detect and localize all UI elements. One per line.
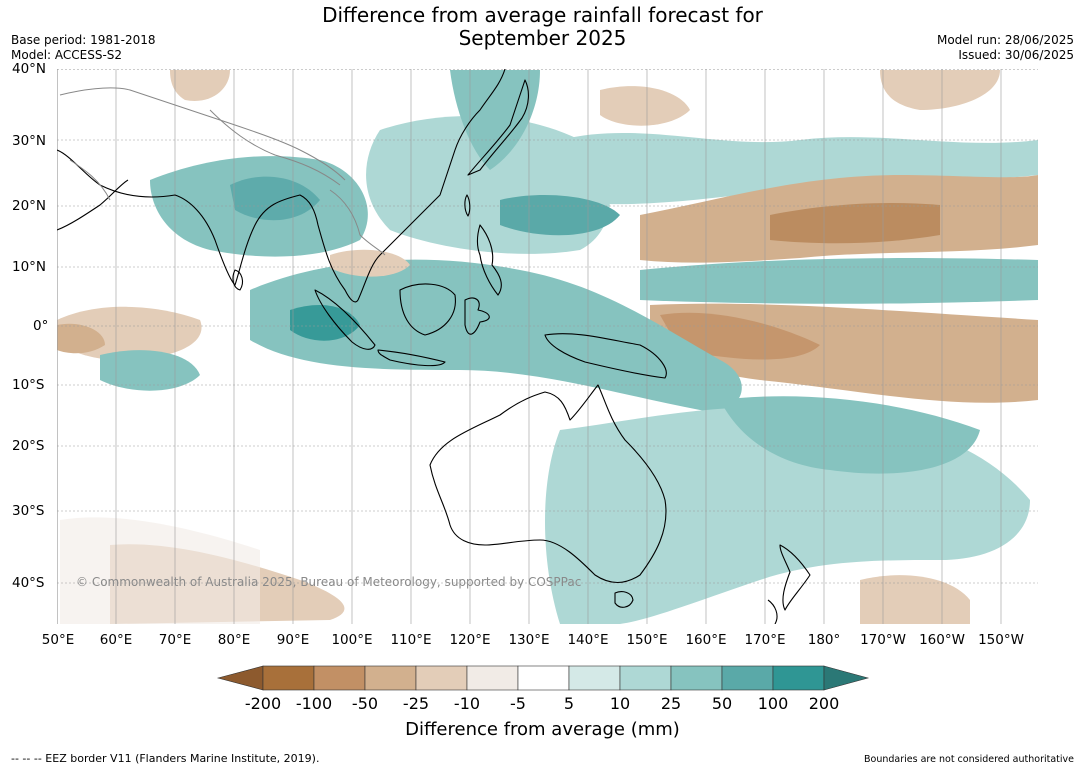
lon-label: 150°E xyxy=(626,632,668,648)
colorbar-tick: -200 xyxy=(244,694,282,713)
colorbar-bin xyxy=(415,665,468,691)
colorbar-bin xyxy=(262,665,315,691)
tasmania-coastline xyxy=(614,591,634,608)
colorbar-bin xyxy=(364,665,417,691)
lon-label: 160°E xyxy=(685,632,727,648)
colorbar-arrow-high xyxy=(823,665,870,691)
model-name: Model: ACCESS-S2 xyxy=(11,48,123,62)
map-gridlines xyxy=(57,69,1038,624)
colorbar-bin xyxy=(670,665,723,691)
colorbar-tick: 200 xyxy=(808,694,840,713)
lon-label: 130°E xyxy=(508,632,550,648)
colorbar-bin xyxy=(466,665,519,691)
new-zealand-coastline xyxy=(767,544,811,624)
colorbar-tick: -50 xyxy=(351,694,379,713)
java-coastline xyxy=(377,349,446,367)
lon-label: 140°E xyxy=(567,632,609,648)
lon-label: 110°E xyxy=(390,632,432,648)
colorbar-bin xyxy=(619,665,672,691)
meta-left: Base period: 1981-2018 Model: ACCESS-S2 xyxy=(11,33,156,63)
lon-label: 120°E xyxy=(449,632,491,648)
lat-label: 30°N xyxy=(12,133,47,149)
title-line-2: September 2025 xyxy=(458,26,627,50)
colorbar-tick: -5 xyxy=(510,694,526,713)
colorbar-bin xyxy=(313,665,366,691)
lat-label: 0° xyxy=(33,318,49,334)
australia-coastline xyxy=(429,384,667,584)
copyright-notice: © Commonwealth of Australia 2025, Bureau… xyxy=(76,575,582,589)
map-title: Difference from average rainfall forecas… xyxy=(0,4,1085,50)
sumatra-coastline xyxy=(314,289,376,350)
model-run: Model run: 28/06/2025 xyxy=(936,33,1074,47)
title-line-1: Difference from average rainfall forecas… xyxy=(322,3,763,27)
philippines-coastline xyxy=(476,224,502,296)
japan-coastline xyxy=(467,79,529,176)
colorbar xyxy=(216,665,870,691)
colorbar-tick: 50 xyxy=(711,694,733,713)
lat-label: 40°N xyxy=(12,61,47,77)
lat-label: 20°N xyxy=(12,198,47,214)
colorbar-bin xyxy=(568,665,621,691)
issued-date: Issued: 30/06/2025 xyxy=(958,48,1074,62)
lon-label: 80°E xyxy=(217,632,251,648)
colorbar-title: Difference from average (mm) xyxy=(405,719,680,740)
lon-label: 170°E xyxy=(744,632,786,648)
colorbar-bin xyxy=(517,665,570,691)
colorbar-tick: -10 xyxy=(453,694,481,713)
sulawesi-coastline xyxy=(464,297,490,335)
colorbar-bin xyxy=(772,665,825,691)
lat-label: 20°S xyxy=(12,438,45,454)
lat-label: 10°N xyxy=(12,259,47,275)
lon-label: 50°E xyxy=(41,632,75,648)
country-borders xyxy=(59,87,386,256)
colorbar-tick: 25 xyxy=(660,694,682,713)
colorbar-tick: 10 xyxy=(609,694,631,713)
colorbar-tick: -25 xyxy=(402,694,430,713)
boundary-disclaimer: Boundaries are not considered authoritat… xyxy=(864,754,1074,765)
lon-label: 150°W xyxy=(978,632,1024,648)
eez-note: -- -- -- EEZ border V11 (Flanders Marine… xyxy=(11,752,320,765)
lon-label: 60°E xyxy=(99,632,133,648)
lon-label: 90°E xyxy=(276,632,310,648)
meta-right: Model run: 28/06/2025 Issued: 30/06/2025 xyxy=(937,33,1074,63)
lat-label: 10°S xyxy=(12,377,45,393)
lon-label: 170°W xyxy=(860,632,906,648)
colorbar-tick: 100 xyxy=(757,694,789,713)
coastlines xyxy=(57,69,811,624)
rainfall-anomaly-shading xyxy=(57,70,1038,624)
lat-label: 30°S xyxy=(12,503,45,519)
asia-coastline xyxy=(57,69,506,303)
lon-label: 160°W xyxy=(919,632,965,648)
colorbar-tick: 5 xyxy=(563,694,575,713)
new-guinea-coastline xyxy=(544,333,667,379)
borneo-coastline xyxy=(399,283,456,336)
base-period: Base period: 1981-2018 xyxy=(11,33,156,47)
lon-label: 100°E xyxy=(331,632,373,648)
colorbar-arrow-low xyxy=(216,665,264,691)
lon-label: 180° xyxy=(807,632,841,648)
lat-label: 40°S xyxy=(12,575,45,591)
lon-label: 70°E xyxy=(158,632,192,648)
colorbar-tick: -100 xyxy=(295,694,333,713)
colorbar-bin xyxy=(721,665,774,691)
